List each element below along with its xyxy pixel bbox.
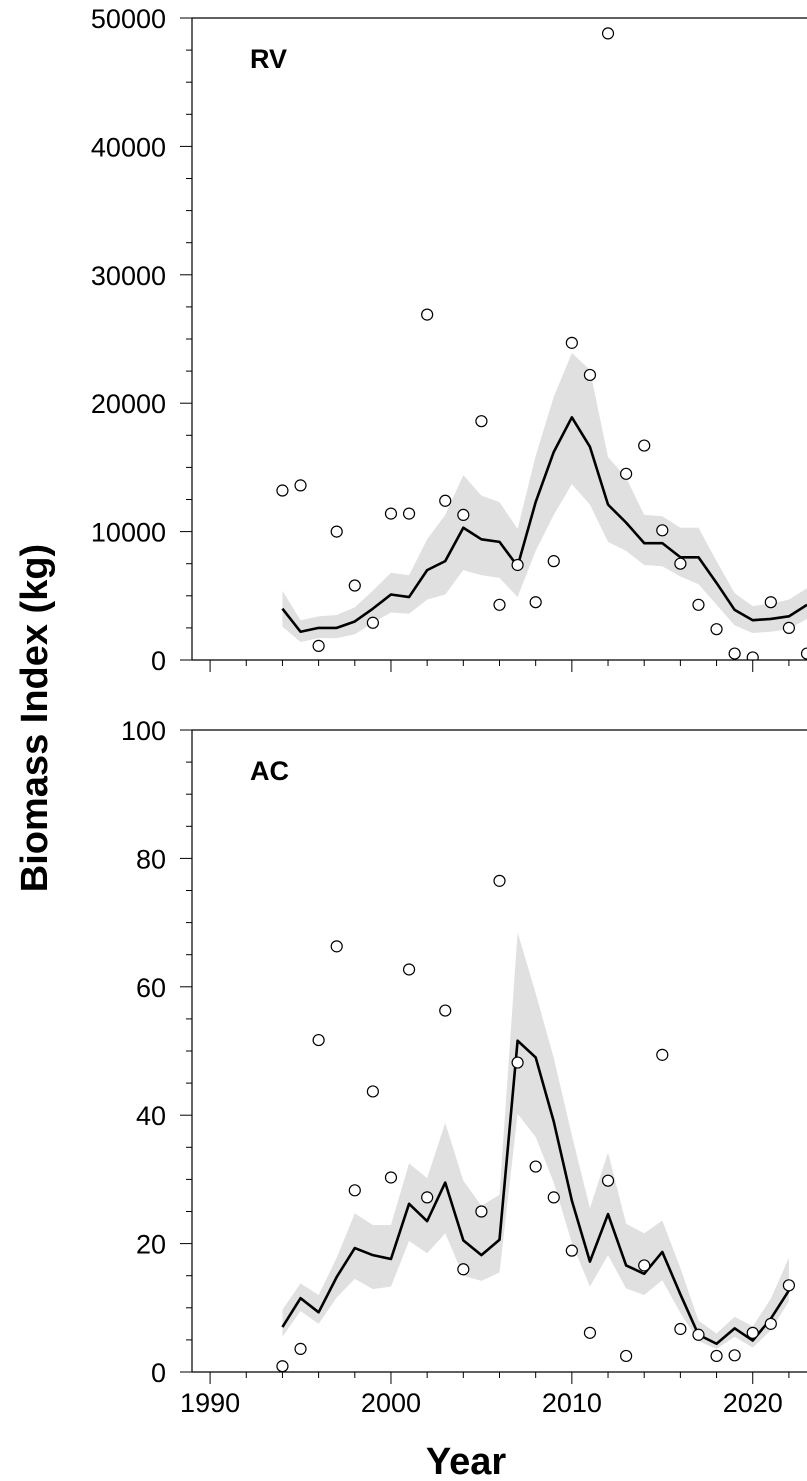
panel-label: AC [250,756,289,786]
observed-point [764,596,777,609]
y-tick-label: 60 [136,973,166,1003]
x-tick-label: 2000 [361,1388,421,1418]
observed-point [674,1322,687,1336]
observed-point [800,647,807,660]
observed-point [402,963,416,976]
observed-point [384,507,398,520]
observed-point [728,647,741,660]
observed-point [746,1326,759,1339]
observed-point [674,557,687,570]
observed-point [366,616,379,629]
observed-point [529,596,542,609]
x-tick-label: 1990 [180,1388,240,1418]
observed-point [276,484,289,497]
observed-point [439,494,452,507]
panel-rv: 0 10000 20000 30000 40000 50000 RV [91,4,807,676]
observed-point [620,1349,633,1363]
observed-point [746,651,759,660]
observed-point [583,1326,597,1339]
observed-point [511,1056,524,1069]
observed-point [439,1004,452,1017]
observed-point [728,1349,741,1362]
observed-point [547,1191,560,1204]
observed-point [782,1279,796,1292]
observed-point [583,368,597,382]
observed-point [692,598,705,611]
observed-point [421,308,434,321]
observed-point [348,1184,361,1197]
x-tick-label: 2010 [542,1388,602,1418]
fitted-line [281,1039,791,1346]
y-tick-label: 30000 [91,261,166,291]
observed-point [294,1342,307,1355]
observed-point [276,1360,289,1372]
fitted-line [281,416,807,634]
observed-point [601,1174,615,1187]
observed-point [638,439,651,452]
y-tick-label: 20 [136,1230,166,1260]
observed-point [547,555,560,568]
panels-group: 0 10000 20000 30000 40000 50000 RV 0 20 40 60 80 100… [91,4,807,1418]
plot-area [192,874,807,1372]
x-tick-label: 2020 [723,1388,783,1418]
y-tick-label: 40 [136,1101,166,1131]
observed-point [656,1048,669,1061]
observed-point [457,508,470,522]
observed-point [421,1191,434,1204]
observed-point [330,525,343,538]
observed-point [638,1259,651,1272]
observed-point [692,1328,705,1341]
observed-point [565,1244,578,1257]
observed-point [601,27,615,40]
observed-point [402,507,416,520]
observed-point [656,524,669,537]
y-tick-label: 20000 [91,389,166,419]
plot-area [192,27,807,660]
confidence-band [282,932,789,1349]
y-tick-label: 100 [121,716,166,746]
observed-point [384,1171,398,1184]
observed-point [475,415,488,428]
observed-point [366,1085,379,1098]
observed-point [493,874,506,887]
observed-point [565,336,578,349]
panel-ac: 0 20 40 60 80 100 AC 1990 2000 2010 2020 [121,716,807,1418]
panel-label: RV [250,44,287,74]
observed-point [312,1033,325,1047]
observed-point [475,1205,488,1218]
y-tick-label: 0 [151,1358,166,1388]
observed-point [511,558,524,572]
observed-point [348,579,361,592]
y-axis-title: Biomass Index (kg) [14,544,56,892]
y-tick-label: 0 [151,646,166,676]
y-tick-label: 50000 [91,4,166,34]
observed-point [710,1349,723,1363]
y-tick-label: 10000 [91,518,166,548]
observed-point [529,1160,542,1173]
x-axis-title: Year [426,1441,507,1481]
y-tick-label: 80 [136,844,166,874]
observed-point [764,1317,777,1330]
observed-point [457,1263,470,1276]
y-tick-label: 40000 [91,132,166,162]
confidence-band [282,353,807,643]
observed-point [330,940,343,953]
observed-point [710,623,723,636]
observed-point [493,598,506,611]
observed-point [294,479,307,492]
observed-point [782,621,796,635]
observed-point [312,639,325,652]
observed-point [620,467,633,480]
